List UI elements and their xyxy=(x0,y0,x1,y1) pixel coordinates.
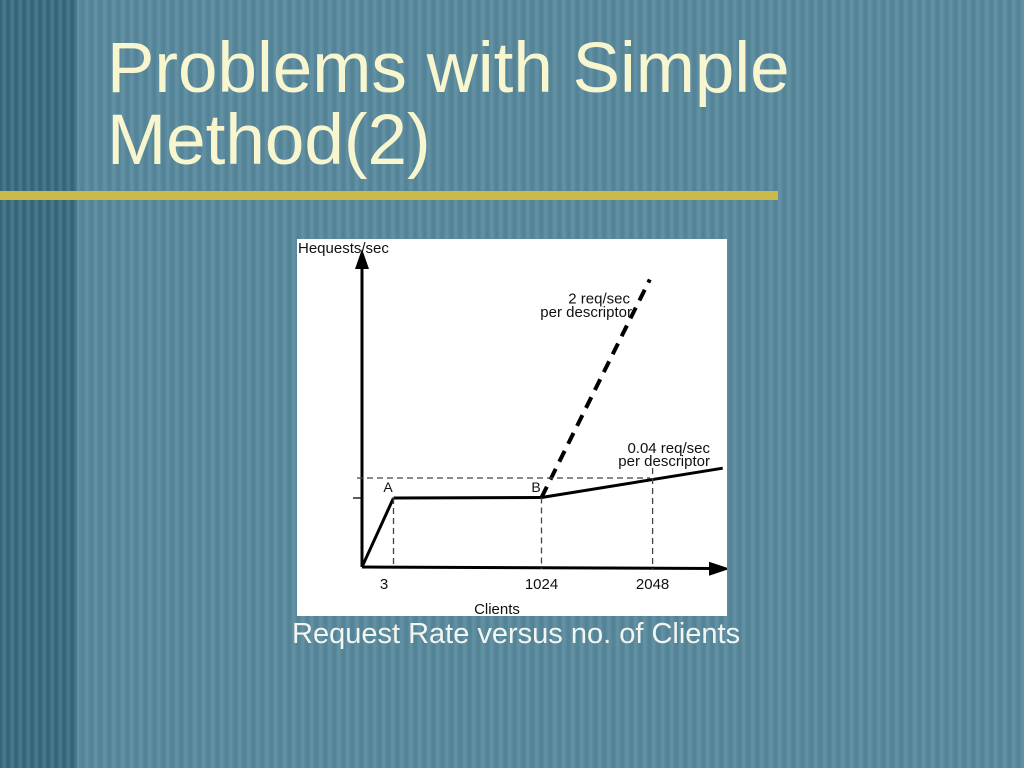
svg-text:Hequests/sec: Hequests/sec xyxy=(298,240,389,257)
svg-text:per descriptor: per descriptor xyxy=(618,453,710,470)
svg-text:A: A xyxy=(383,479,393,495)
svg-text:3: 3 xyxy=(380,576,388,593)
svg-text:2048: 2048 xyxy=(636,576,669,593)
svg-text:B: B xyxy=(531,479,540,495)
svg-text:1024: 1024 xyxy=(525,576,558,593)
svg-text:Clients: Clients xyxy=(474,601,520,616)
svg-text:per descriptor: per descriptor xyxy=(540,304,632,321)
